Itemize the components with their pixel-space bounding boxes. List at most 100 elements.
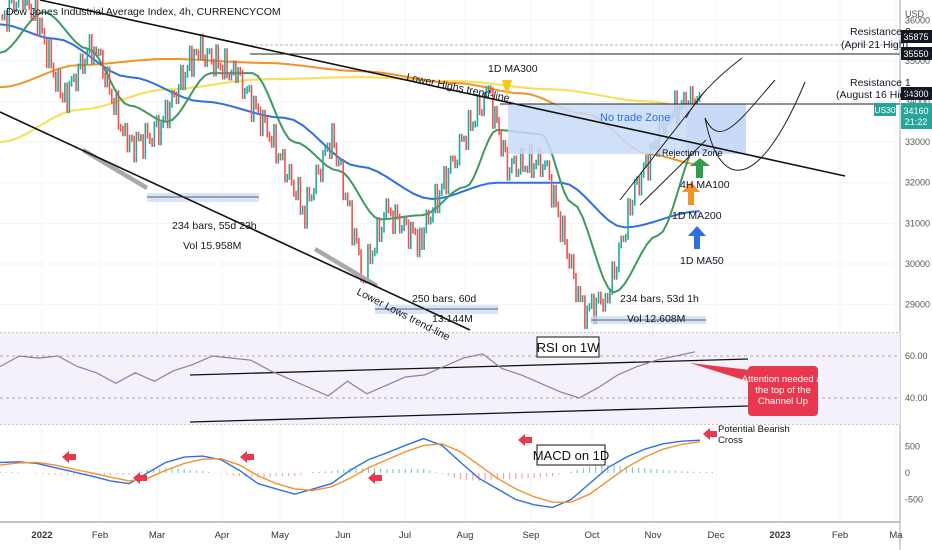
macd-red-arrow (62, 451, 76, 463)
projection-arrow-1 (685, 57, 743, 119)
no-trade-zone-right (686, 104, 746, 154)
rsi-layer (0, 351, 696, 399)
macd-label-box (536, 444, 606, 466)
x-tick-label: Ma (889, 530, 903, 541)
rsi-line (0, 351, 696, 399)
rsi-callout-pointer (690, 363, 750, 382)
rsi-label-box (536, 336, 600, 358)
macd-red-arrow (240, 451, 254, 463)
rsi-callout-text: Attention needed at the top of the Channel… (742, 374, 825, 407)
resistance-1-label: Resistance 1 (850, 77, 911, 89)
measure-box-2 (375, 305, 498, 314)
x-tick-label: Mar (149, 530, 165, 541)
y-tick-label: 34000 (905, 97, 930, 107)
macd-tick-label: -500 (905, 495, 923, 505)
price-axis: 36000 35000 34000 33000 32000 31000 30000 29000… (905, 15, 930, 504)
rejection-zone-label: Rejection Zone (662, 148, 723, 158)
ma100-arrow (690, 158, 710, 178)
y-tick-label: 33000 (905, 137, 930, 147)
x-tick-label: 2022 (31, 530, 52, 541)
x-tick-label: Feb (832, 530, 848, 541)
measure-1-bars: 234 bars, 55d 23h (172, 220, 257, 232)
y-tick-label: 35000 (905, 56, 930, 66)
channel-marker-2 (314, 247, 378, 288)
ma300-label: 1D MA300 (488, 63, 538, 75)
measure-2-bars: 250 bars, 60d (412, 293, 476, 305)
measure-2-vol: 13.144M (432, 313, 473, 325)
macd-red-arrow (518, 434, 532, 446)
ma50-arrow (688, 226, 706, 249)
last-price: 34160 (903, 106, 928, 116)
macd-tick-label: 500 (905, 442, 920, 452)
x-tick-label: Feb (92, 530, 108, 541)
macd-callout-text: Potential Bearish Cross (718, 424, 790, 446)
ma100-label: 4H MA100 (680, 179, 730, 191)
macd-macd (0, 437, 701, 509)
macd-tick-label: 0 (905, 468, 910, 478)
x-tick-label: Aug (457, 530, 474, 541)
badge-35875-bg (901, 30, 932, 43)
ma50-label: 1D MA50 (680, 255, 724, 267)
badge-35550: 35550 (903, 49, 928, 59)
no-trade-zone-label: No trade Zone (600, 112, 670, 124)
macd-label: MACD on 1D (533, 448, 610, 463)
macd-red-arrow (368, 472, 382, 484)
last-price-bg (901, 103, 932, 129)
rsi-tick-label: 60.00 (905, 351, 928, 361)
y-tick-label: 29000 (905, 300, 930, 310)
macd-red-arrow (133, 472, 147, 484)
measure-3-vol: Vol 12.608M (627, 313, 685, 325)
series-4h-ma100 (0, 11, 701, 294)
x-tick-label: 2023 (769, 530, 790, 541)
badge-34300: 34300 (903, 89, 928, 99)
resistance-1-sublabel: (August 16 High) (836, 89, 915, 101)
rsi-tick-label: 40.00 (905, 393, 928, 403)
x-tick-label: Oct (585, 530, 600, 541)
projection-arrow-3 (704, 81, 806, 171)
x-tick-label: Dec (708, 530, 725, 541)
lower-highs-trendline (39, 0, 846, 177)
series-1d-ma300 (0, 76, 700, 144)
macd-arrows (62, 428, 717, 484)
rsi-label: RSI on 1W (537, 340, 601, 355)
plot-background (0, 0, 900, 522)
x-tick-label: Apr (215, 530, 230, 541)
badge-35875: 35875 (903, 32, 928, 42)
rsi-channel-upper (189, 358, 749, 376)
currency-label: USD (905, 9, 925, 19)
y-tick-label: 32000 (905, 178, 930, 188)
y-tick-label: 31000 (905, 218, 930, 228)
drawings (0, 0, 900, 331)
symbol-tag-bg (874, 103, 896, 116)
projection-arrow-2 (704, 79, 776, 132)
rsi-callout-box (748, 366, 818, 416)
lower-lows-trendline (0, 111, 471, 331)
ma200-label: 1D MA200 (672, 210, 722, 222)
x-tick-label: May (271, 530, 289, 541)
symbol-tag: US30 (874, 105, 896, 115)
rsi-channel-lower (189, 405, 749, 423)
x-tick-label: Nov (645, 530, 662, 541)
badge-34300-bg (901, 87, 932, 100)
chart-title: Dow Jones Industrial Average Index, 4h, … (6, 6, 281, 18)
resistance-2-label: Resistance 2 (850, 26, 911, 38)
macd-signal (0, 441, 701, 503)
badge-35550-bg (901, 47, 932, 60)
countdown: 21:22 (905, 117, 928, 127)
measure-1-vol: Vol 15.958M (183, 240, 241, 252)
x-tick-label: Jul (399, 530, 411, 541)
resistance-2-sublabel: (April 21 High) (841, 39, 908, 51)
macd-layer (0, 437, 713, 509)
series-layer (0, 0, 701, 330)
ma200-arrow (682, 182, 700, 205)
measure-3-bars: 234 bars, 53d 1h (620, 293, 699, 305)
y-tick-label: 30000 (905, 259, 930, 269)
y-tick-label: 36000 (905, 15, 930, 25)
channel-up-lower (639, 139, 707, 206)
x-tick-label: Jun (335, 530, 350, 541)
time-axis: 2022 Feb Mar Apr May Jun Jul Aug Sep Oct Nov Dec 202… (31, 530, 903, 541)
measure-box-1 (147, 193, 259, 202)
x-tick-label: Sep (523, 530, 540, 541)
ma300-arrow (502, 80, 512, 96)
